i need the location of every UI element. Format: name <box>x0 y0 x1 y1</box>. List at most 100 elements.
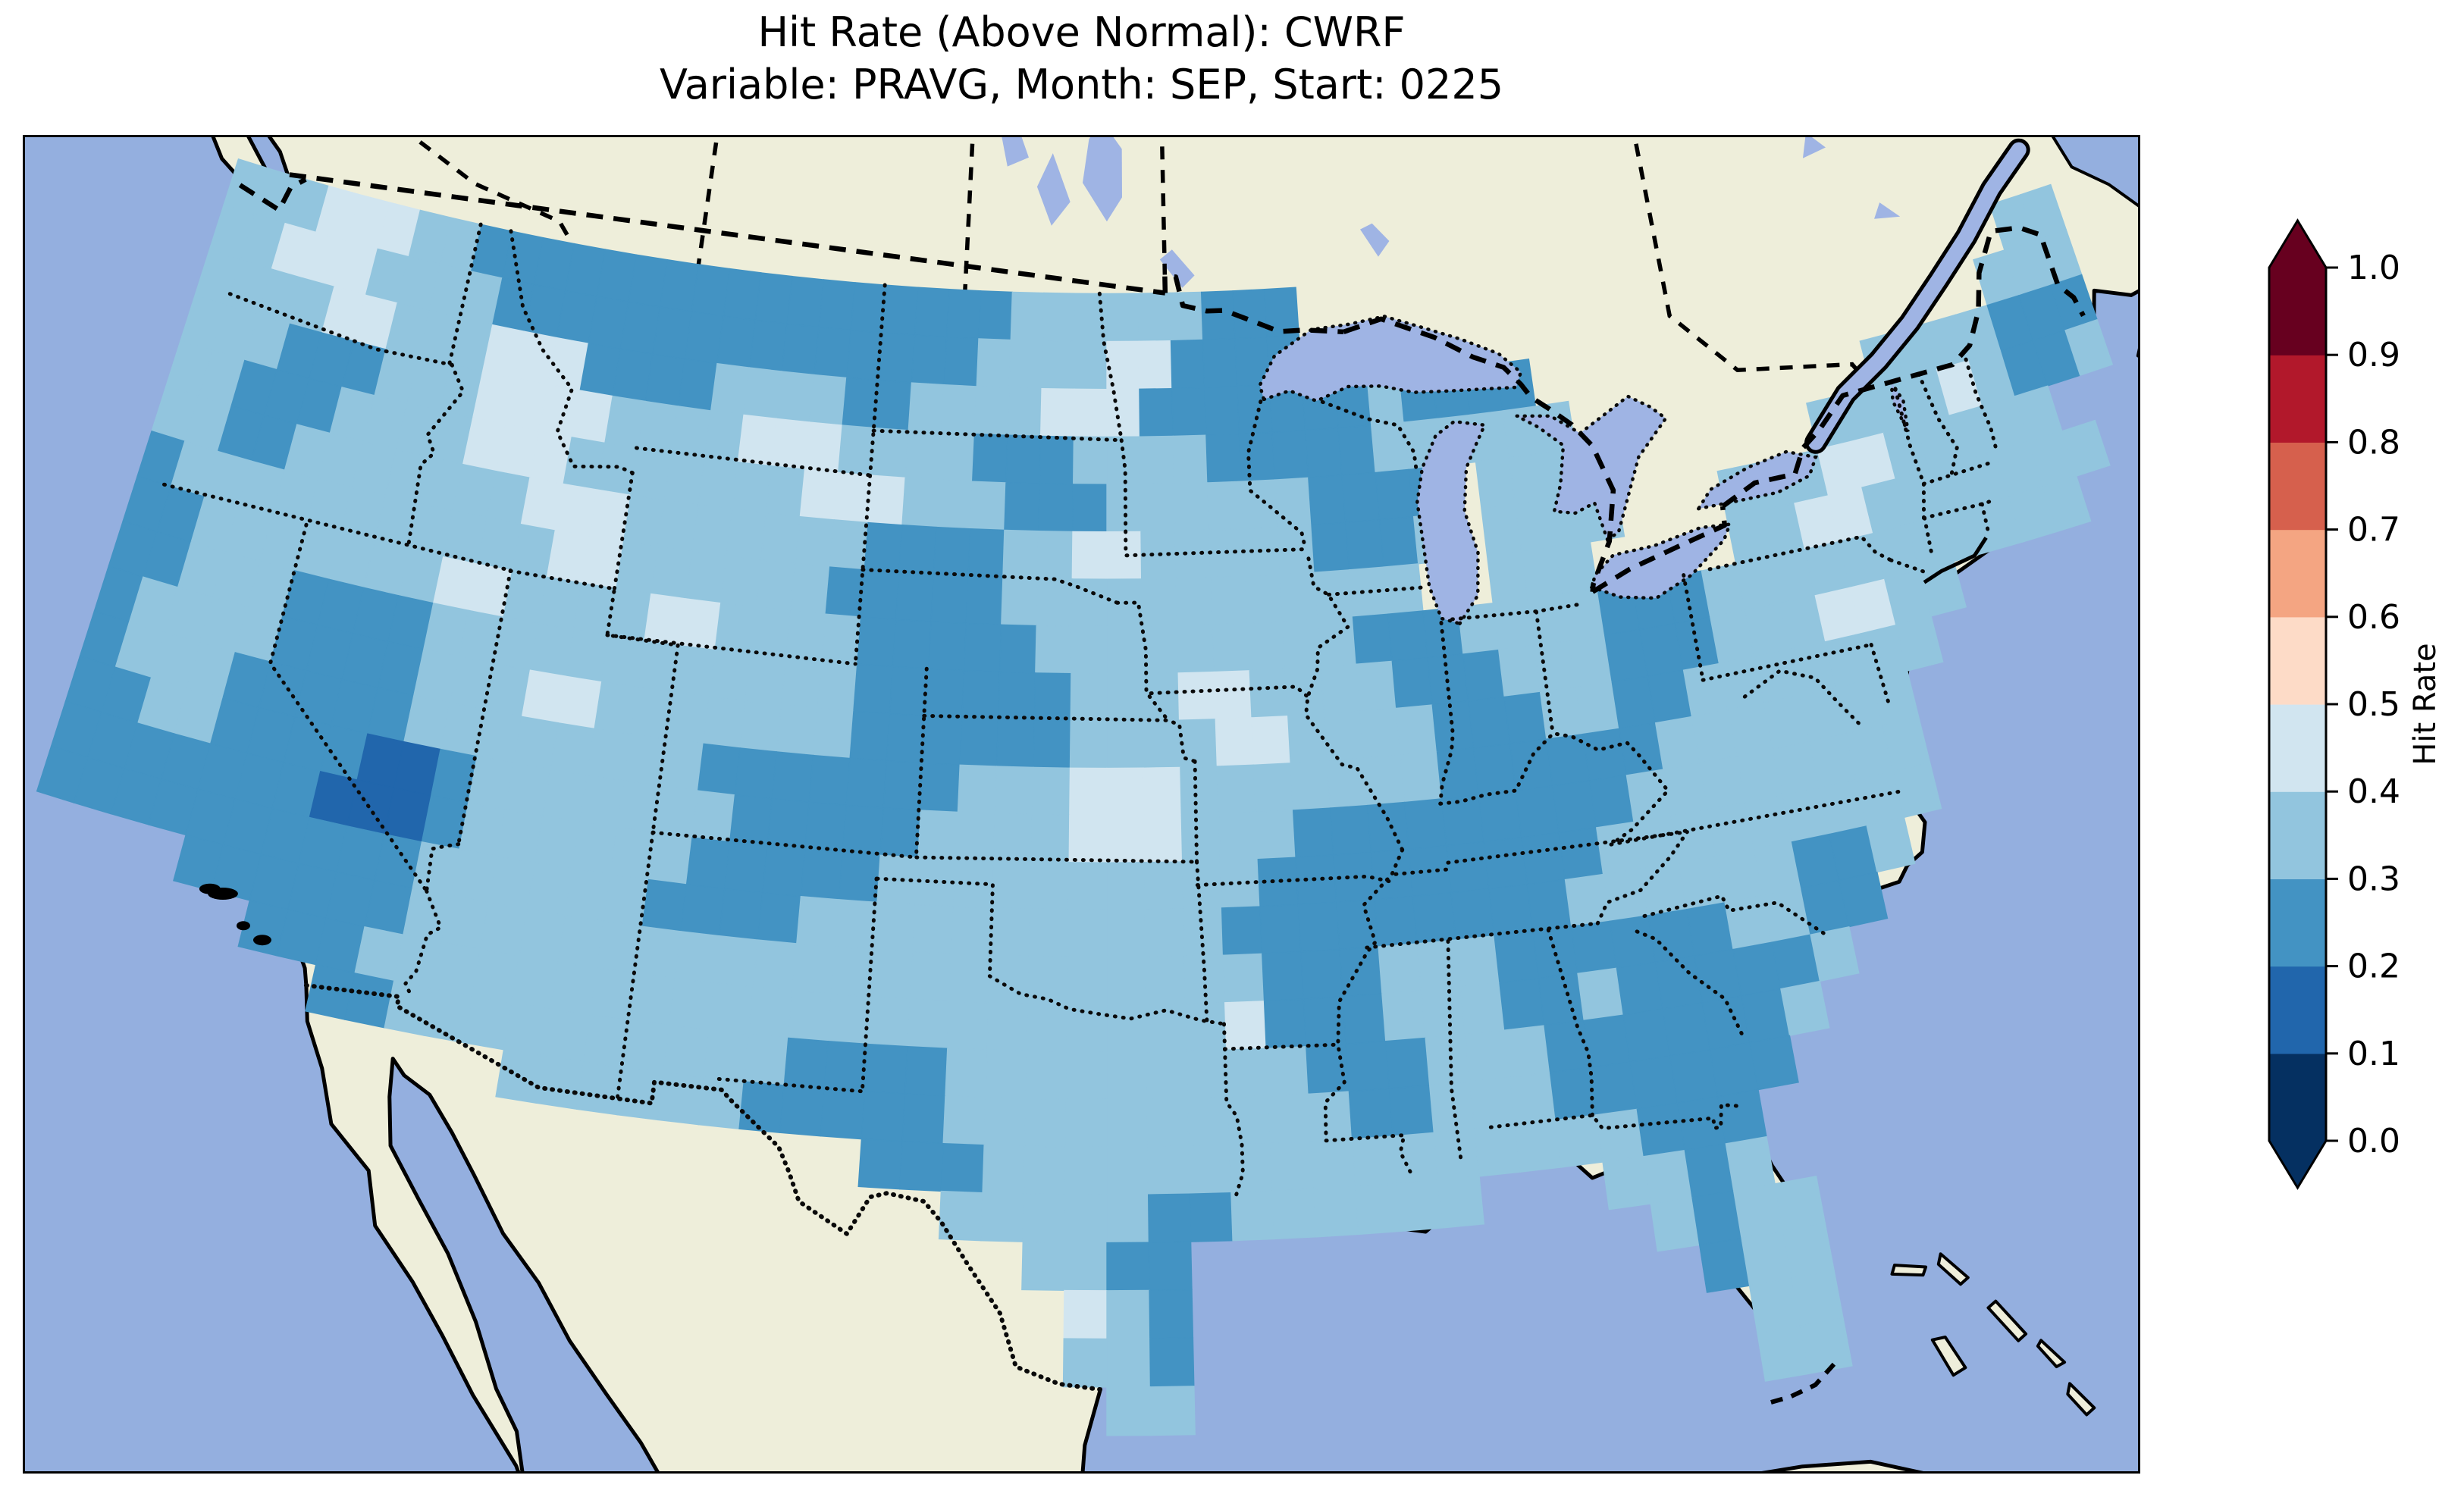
canadian-lake <box>1082 137 1122 222</box>
grid-cell <box>1066 1051 1108 1101</box>
grid-cell <box>941 384 977 435</box>
bahamas-island <box>1890 1264 1928 1277</box>
grid-cell <box>1067 909 1108 958</box>
grid-cell <box>1146 1003 1187 1053</box>
grid-cell <box>2042 475 2092 533</box>
grid-cell <box>964 622 1002 673</box>
grid-cell <box>1021 1241 1066 1292</box>
state-border <box>447 222 483 366</box>
grid-cell <box>1446 841 1490 894</box>
grid-cell <box>823 1040 869 1092</box>
colorbar-extend-arrow-top <box>2269 221 2326 268</box>
grid-cell <box>860 569 900 620</box>
grid-cell <box>901 477 939 528</box>
state-border <box>403 889 443 998</box>
grid-cell <box>1396 1179 1443 1232</box>
grid-cell <box>1069 767 1108 816</box>
state-border <box>1869 643 1891 704</box>
grid-cell <box>795 515 835 568</box>
state-border <box>1115 600 1171 722</box>
grid-cell <box>657 1072 704 1126</box>
grid-cell <box>724 841 768 894</box>
grid-cell <box>657 500 699 553</box>
grid-cell <box>757 892 801 944</box>
grid-cell <box>923 715 963 766</box>
grid-cell <box>1400 751 1443 803</box>
grid-cell <box>616 1066 664 1121</box>
us-canada-border <box>1591 506 1728 594</box>
grid-cell <box>670 406 712 459</box>
grid-cell <box>1725 1135 1776 1192</box>
grid-cell <box>1392 1132 1439 1185</box>
grid-cell <box>1538 973 1585 1026</box>
colorbar-tick-label: 0.2 <box>2347 947 2400 986</box>
grid-cell <box>1337 424 1376 476</box>
grid-cell <box>1533 640 1577 694</box>
state-border <box>1246 399 1308 552</box>
gulf-of-st-lawrence <box>2051 137 2138 208</box>
florida-keys <box>1768 1362 1836 1405</box>
grid-cell <box>994 766 1034 816</box>
plot-title: Hit Rate (Above Normal): CWRF Variable: … <box>23 6 2140 111</box>
grid-cell <box>999 624 1037 674</box>
province-border <box>1159 137 1168 275</box>
grid-cell <box>792 943 836 994</box>
grid-cell <box>833 471 873 524</box>
grid-cell <box>1144 908 1185 958</box>
grid-cell <box>961 670 1001 720</box>
state-border <box>268 522 429 894</box>
grid-cell <box>1375 468 1415 521</box>
grid-cell <box>1717 1088 1767 1145</box>
grid-cell <box>710 362 751 416</box>
state-border <box>1320 399 1419 473</box>
grid-cell <box>743 367 782 419</box>
grid-cell <box>882 284 919 336</box>
grid-cell <box>857 1139 903 1190</box>
grid-cell <box>1494 931 1540 984</box>
colorbar-segment <box>2269 529 2326 618</box>
state-border <box>1701 643 1873 682</box>
grid-cell <box>1106 340 1140 390</box>
grid-cell <box>1002 529 1039 579</box>
grid-cell <box>1582 728 1628 781</box>
grid-cell <box>674 931 720 984</box>
grid-cell <box>835 899 878 951</box>
grid-cell <box>1106 388 1141 437</box>
grid-cell <box>1063 1289 1108 1339</box>
grid-cell <box>1577 967 1624 1021</box>
us-canada-border <box>289 172 1166 296</box>
grid-cell <box>1106 1386 1152 1436</box>
grid-cell <box>920 763 961 813</box>
grid-cell <box>1143 766 1182 816</box>
grid-cell <box>1514 1119 1563 1173</box>
grid-cell <box>1106 909 1146 958</box>
grid-cell <box>1774 1176 1826 1232</box>
grid-cell <box>1240 479 1278 530</box>
grid-cell <box>738 1081 785 1133</box>
grid-cell <box>1499 978 1545 1031</box>
grid-cell <box>1329 804 1372 856</box>
state-border <box>1365 921 1600 950</box>
grid-cell <box>463 995 513 1051</box>
grid-cell <box>1780 980 1830 1036</box>
grid-cell <box>1492 598 1535 651</box>
grid-cell <box>1474 1124 1522 1177</box>
grid-cell <box>1306 1043 1350 1095</box>
grid-cell <box>703 1029 749 1082</box>
grid-cell <box>635 926 682 979</box>
grid-cell <box>1139 435 1175 485</box>
grid-cell <box>1351 1135 1397 1188</box>
grid-cell <box>1892 762 1942 819</box>
grid-cell <box>1027 1003 1068 1053</box>
grid-cell <box>1188 1145 1232 1195</box>
grid-cell <box>1589 775 1635 828</box>
grid-cell <box>1106 1146 1149 1195</box>
grid-cell <box>786 275 825 328</box>
province-border <box>963 137 975 290</box>
grid-cell <box>1558 827 1604 881</box>
grid-cell <box>1371 421 1410 474</box>
grid-cell <box>1498 644 1541 698</box>
state-border <box>1195 860 1209 1023</box>
state-border <box>1195 874 1395 888</box>
grid-cell <box>842 377 880 429</box>
